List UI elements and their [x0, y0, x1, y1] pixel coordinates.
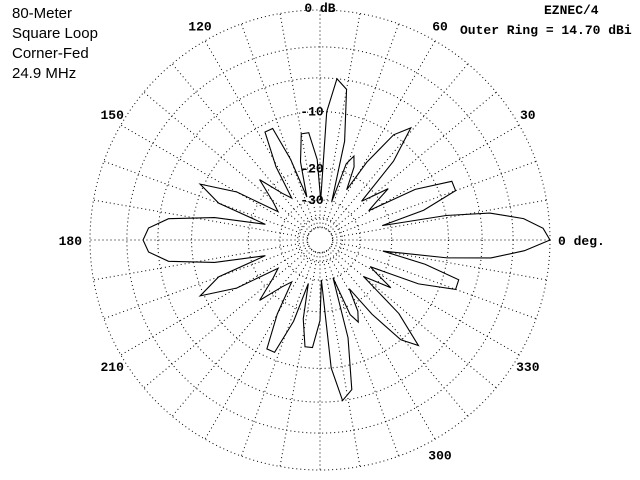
grid-ring-6 [297, 217, 343, 263]
angle-label-90: 0 dB [304, 1, 335, 16]
grid-spoke-40 [329, 91, 497, 233]
grid-spoke-80 [321, 13, 361, 228]
grid-spoke-170 [93, 199, 308, 239]
angle-label-180: 180 [59, 234, 83, 249]
grid-spoke-120 [204, 40, 315, 230]
grid-spoke-230 [171, 249, 313, 417]
angle-label-210: 210 [100, 360, 124, 375]
angle-label-60: 60 [432, 19, 448, 34]
title-line-1: 80-Meter [12, 5, 72, 22]
angle-labels: 0 deg. 30 60 0 dB 120 150 180 210 300 330 [59, 1, 605, 464]
title-line-3: Corner-Fed [12, 45, 89, 62]
grid-spoke-160 [103, 160, 309, 237]
grid-spoke-30 [330, 124, 520, 235]
title-block: 80-Meter Square Loop Corner-Fed 24.9 MHz [12, 5, 98, 82]
grid-spoke-220 [143, 247, 311, 389]
radial-label-1: -20 [300, 161, 324, 176]
grid-spoke-240 [204, 250, 315, 440]
grid-ring-2 [157, 77, 483, 403]
grid-spoke-200 [103, 243, 309, 320]
outer-ring-label: Outer Ring = 14.70 dBi [460, 23, 632, 38]
title-line-2: Square Loop [12, 25, 98, 42]
grid-spoke-150 [120, 124, 310, 235]
grid-spoke-100 [279, 13, 319, 228]
angle-label-330: 330 [516, 360, 540, 375]
title-line-4: 24.9 MHz [12, 65, 76, 82]
grid-spoke-320 [329, 247, 497, 389]
grid-spoke-110 [240, 23, 317, 229]
radial-label-0: -10 [300, 105, 324, 120]
grid-spoke-350 [332, 241, 547, 281]
grid-ring-5 [279, 199, 361, 281]
grid-spoke-140 [143, 91, 311, 233]
grid-spoke-280 [321, 252, 361, 467]
grid-spoke-260 [279, 252, 319, 467]
grid-spoke-250 [240, 251, 317, 457]
grid-spoke-310 [327, 249, 469, 417]
grid-spoke-20 [331, 160, 537, 237]
grid-spoke-210 [120, 245, 310, 356]
angle-label-150: 150 [100, 108, 124, 123]
grid-spoke-70 [323, 23, 400, 229]
grid-ring-7 [307, 227, 333, 253]
radiation-pattern-trace [142, 77, 551, 402]
grid-spoke-60 [325, 40, 436, 230]
angle-label-300: 300 [428, 449, 452, 464]
grid-spoke-50 [327, 63, 469, 231]
grid-spoke-190 [93, 241, 308, 281]
angle-label-30: 30 [520, 108, 536, 123]
grid-spoke-300 [325, 250, 436, 440]
program-label: EZNEC/4 [544, 3, 599, 18]
grid-spoke-330 [330, 245, 520, 356]
grid-spoke-10 [332, 199, 547, 239]
grid-spoke-130 [171, 63, 313, 231]
angle-label-0: 0 deg. [558, 234, 605, 249]
angle-label-120: 120 [188, 19, 212, 34]
grid-spoke-340 [331, 243, 537, 320]
grid-ring-3 [191, 111, 449, 369]
polar-grid [89, 9, 551, 471]
